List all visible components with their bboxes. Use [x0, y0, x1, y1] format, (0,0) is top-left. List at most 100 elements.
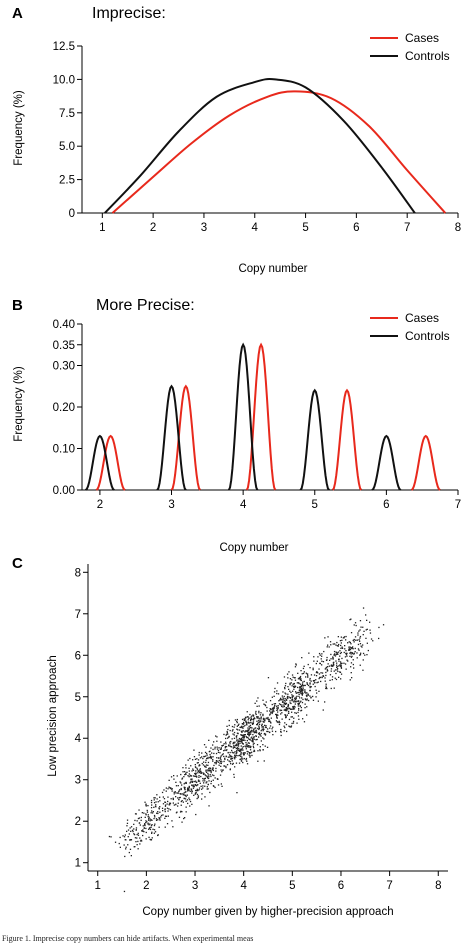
- x-tick-label: 3: [201, 222, 207, 234]
- scatter-point: [231, 751, 233, 753]
- scatter-point: [176, 775, 178, 777]
- scatter-point: [317, 656, 319, 658]
- scatter-point: [294, 703, 296, 705]
- scatter-point: [141, 812, 143, 814]
- scatter-point: [200, 785, 202, 787]
- scatter-point: [216, 746, 218, 748]
- scatter-point: [256, 738, 258, 741]
- scatter-point: [171, 788, 173, 790]
- scatter-point: [114, 841, 117, 843]
- scatter-point: [152, 811, 154, 813]
- scatter-point: [194, 758, 197, 760]
- scatter-point: [242, 723, 244, 725]
- scatter-point: [348, 649, 351, 651]
- scatter-point: [178, 799, 180, 801]
- scatter-point: [279, 704, 282, 706]
- scatter-point: [240, 754, 242, 756]
- scatter-point: [158, 826, 160, 828]
- scatter-point: [150, 839, 152, 841]
- scatter-point: [159, 819, 161, 821]
- scatter-point: [304, 689, 306, 691]
- scatter-point: [214, 786, 216, 789]
- scatter-point: [304, 690, 306, 692]
- scatter-point: [252, 715, 255, 717]
- scatter-point: [337, 645, 339, 647]
- scatter-point: [298, 691, 300, 694]
- scatter-point: [155, 818, 158, 820]
- scatter-point: [298, 693, 300, 695]
- scatter-point: [181, 811, 183, 813]
- scatter-point: [229, 743, 231, 745]
- scatter-point: [210, 780, 212, 782]
- scatter-point: [209, 770, 211, 772]
- scatter-point: [303, 680, 305, 683]
- scatter-point: [359, 664, 361, 666]
- scatter-point: [240, 755, 242, 758]
- scatter-point: [182, 767, 184, 769]
- scatter-point: [299, 701, 301, 703]
- scatter-point: [264, 705, 267, 707]
- scatter-point: [304, 707, 306, 709]
- x-tick-label: 3: [168, 499, 174, 511]
- scatter-point: [330, 664, 333, 666]
- scatter-point: [241, 756, 243, 758]
- scatter-point: [271, 728, 273, 730]
- scatter-point: [292, 676, 294, 678]
- scatter-point: [333, 654, 335, 656]
- scatter-point: [287, 706, 289, 708]
- scatter-point: [144, 824, 146, 826]
- peak-cases: [170, 384, 201, 491]
- scatter-point: [315, 689, 317, 691]
- scatter-point: [126, 819, 129, 821]
- scatter-point: [188, 785, 190, 788]
- peak-cases: [410, 434, 441, 491]
- scatter-point: [249, 726, 252, 729]
- scatter-point: [276, 692, 278, 695]
- scatter-point: [240, 730, 243, 733]
- scatter-point: [353, 641, 355, 643]
- scatter-point: [366, 642, 368, 644]
- scatter-point: [162, 810, 164, 812]
- scatter-point: [250, 731, 252, 733]
- scatter-point: [312, 667, 314, 669]
- scatter-point: [339, 652, 342, 655]
- scatter-point: [240, 745, 242, 747]
- scatter-point: [198, 754, 200, 756]
- scatter-point: [209, 753, 211, 756]
- scatter-point: [200, 772, 202, 774]
- scatter-point: [141, 840, 143, 842]
- scatter-point: [164, 817, 166, 819]
- scatter-point: [294, 685, 297, 688]
- scatter-point: [339, 671, 341, 673]
- scatter-point: [259, 750, 261, 752]
- scatter-point: [265, 725, 267, 727]
- scatter-point: [124, 855, 126, 858]
- scatter-point: [354, 636, 357, 638]
- scatter-point: [280, 728, 282, 731]
- scatter-point: [360, 645, 362, 647]
- scatter-point: [226, 725, 228, 727]
- scatter-point: [306, 714, 308, 716]
- scatter-point: [334, 669, 337, 671]
- scatter-point: [147, 822, 149, 824]
- scatter-point: [238, 739, 240, 741]
- scatter-point: [333, 650, 336, 653]
- scatter-point: [344, 656, 347, 658]
- scatter-point: [219, 760, 222, 763]
- scatter-point: [213, 752, 215, 755]
- scatter-point: [127, 836, 129, 838]
- scatter-point: [366, 654, 368, 656]
- scatter-point: [255, 732, 257, 734]
- peak-controls: [227, 342, 259, 491]
- scatter-point: [301, 683, 304, 685]
- scatter-point: [359, 629, 361, 631]
- scatter-point: [310, 674, 313, 676]
- scatter-point: [349, 652, 351, 654]
- scatter-point: [196, 776, 198, 778]
- scatter-point: [293, 686, 296, 688]
- scatter-point: [301, 689, 303, 691]
- scatter-point: [183, 776, 185, 778]
- scatter-point: [134, 837, 137, 839]
- scatter-point: [307, 676, 309, 678]
- scatter-point: [349, 646, 351, 648]
